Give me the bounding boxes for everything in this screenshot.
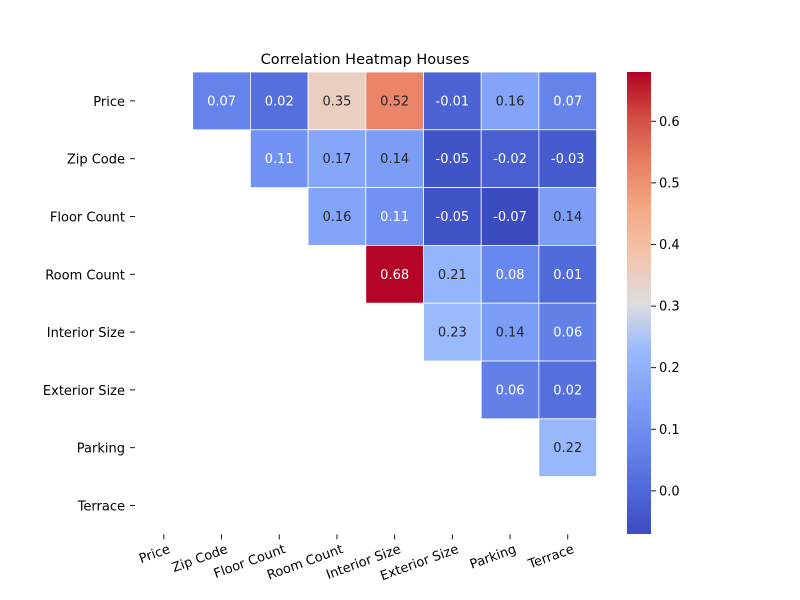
heatmap-cell [423, 302, 482, 362]
cell-value-label: 0.06 [496, 383, 525, 398]
y-tick-label: Floor Count [50, 211, 125, 226]
x-tick-label: Terrace [526, 542, 577, 573]
cell-value-label: -0.05 [436, 210, 470, 225]
heatmap-cell [538, 418, 598, 477]
cell-value-label: 0.14 [496, 326, 525, 341]
heatmap-cell [480, 187, 540, 246]
colorbar-tick-label: 0.2 [659, 361, 680, 376]
cell-value-label: 0.02 [265, 94, 294, 109]
cell-value-label: -0.07 [493, 210, 527, 225]
y-axis: Price Zip Code Floor Count Room Count Interi… [43, 95, 135, 515]
cell-value-label: 0.07 [553, 94, 582, 109]
y-tick-label: Parking [77, 442, 125, 457]
cell-value-label: 0.17 [322, 152, 351, 167]
cell-value-label: 0.14 [553, 210, 582, 225]
heatmap-cell [365, 129, 424, 189]
y-tick-label: Interior Size [47, 326, 125, 341]
cell-value-label: 0.16 [496, 94, 525, 109]
cell-value-label: 0.08 [496, 268, 525, 283]
cell-value-label: -0.03 [551, 152, 585, 167]
heatmap-cell [480, 129, 540, 189]
cell-value-label: -0.05 [436, 152, 470, 167]
heatmap-cell [480, 244, 540, 304]
x-tick-label: Price [137, 542, 172, 567]
cell-value-label: 0.52 [380, 94, 409, 109]
colorbar [627, 72, 651, 534]
colorbar-axis: 0.0 0.1 0.2 0.3 0.4 0.5 0.6 [651, 115, 680, 499]
cell-value-label: -0.01 [436, 94, 470, 109]
cell-value-label: 0.07 [207, 94, 236, 109]
chart-title: Correlation Heatmap Houses [261, 52, 470, 68]
heatmap-cell [480, 71, 540, 131]
cell-value-label: 0.68 [380, 268, 409, 283]
y-tick-label: Price [93, 95, 125, 110]
heatmap-cell [538, 187, 598, 246]
y-tick-label: Room Count [45, 268, 125, 283]
y-tick-label: Zip Code [67, 153, 125, 168]
heatmap-cells [192, 71, 598, 477]
heatmap-cell [538, 244, 598, 304]
cell-value-label: 0.22 [553, 441, 582, 456]
colorbar-tick-label: 0.5 [659, 176, 680, 191]
cell-value-label: 0.23 [438, 326, 467, 341]
heatmap-annotations: 0.07 0.02 0.35 0.52 -0.01 0.16 0.07 0.11 0.17 0.1… [207, 94, 584, 456]
colorbar-tick-label: 0.0 [659, 484, 680, 499]
heatmap-cell [365, 244, 424, 304]
heatmap-cell [307, 71, 367, 131]
cell-value-label: 0.11 [380, 210, 409, 225]
cell-value-label: 0.14 [380, 152, 409, 167]
colorbar-tick-label: 0.6 [659, 115, 680, 130]
x-tick-label: Parking [468, 542, 518, 573]
colorbar-tick-label: 0.1 [659, 423, 680, 438]
heatmap-cell [538, 360, 598, 420]
heatmap-cell [538, 302, 598, 362]
colorbar-tick-label: 0.4 [659, 238, 680, 253]
heatmap-cell [307, 187, 367, 246]
y-tick-label: Terrace [77, 500, 125, 515]
colorbar-tick-label: 0.3 [659, 300, 680, 315]
cell-value-label: 0.06 [553, 326, 582, 341]
cell-value-label: 0.16 [322, 210, 351, 225]
cell-value-label: 0.11 [265, 152, 294, 167]
heatmap-cell [249, 71, 309, 131]
cell-value-label: 0.35 [322, 94, 351, 109]
y-tick-label: Exterior Size [43, 384, 125, 399]
cell-value-label: 0.02 [553, 383, 582, 398]
heatmap-cell [192, 71, 251, 131]
cell-value-label: -0.02 [493, 152, 527, 167]
heatmap-cell [423, 187, 482, 246]
cell-value-label: 0.21 [438, 268, 467, 283]
heatmap-cell [365, 71, 424, 131]
heatmap-cell [423, 244, 482, 304]
cell-value-label: 0.01 [553, 268, 582, 283]
heatmap-cell [249, 129, 309, 189]
